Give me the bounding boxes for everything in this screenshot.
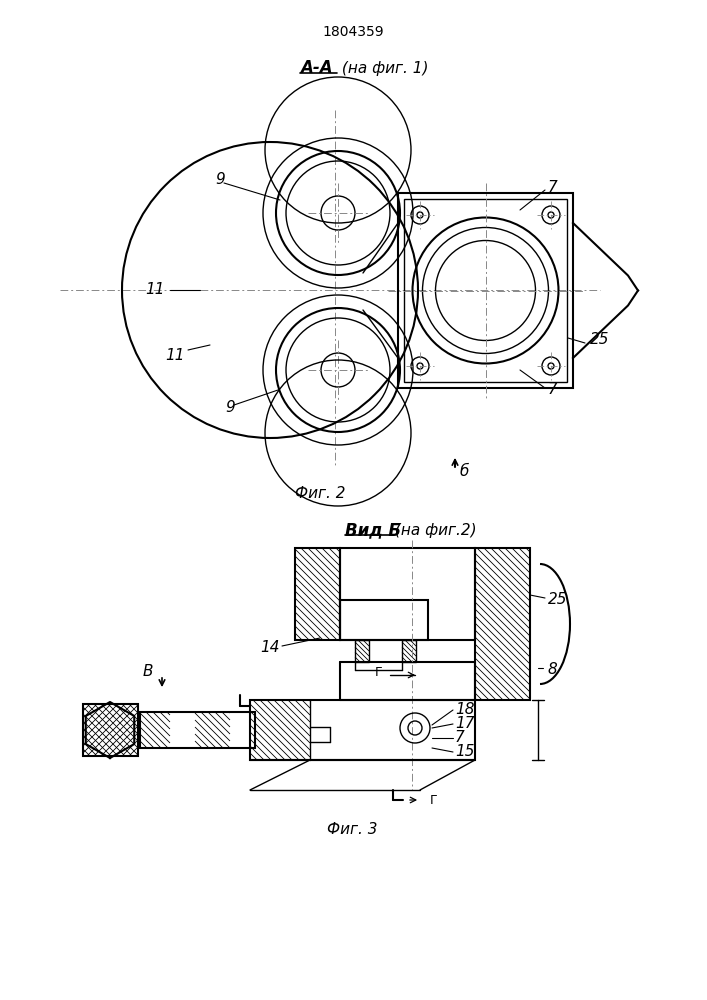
Text: Вид Б: Вид Б (345, 521, 401, 539)
Bar (355, 640, 369, 662)
Text: В: В (143, 664, 153, 680)
Bar (475, 548, 530, 700)
Text: б: б (460, 464, 469, 480)
Text: 8: 8 (548, 662, 558, 678)
Text: A-A: A-A (300, 59, 332, 77)
Text: 25: 25 (548, 592, 568, 607)
Bar (340, 600, 428, 640)
Text: 1804359: 1804359 (322, 25, 384, 39)
Text: 9: 9 (215, 172, 225, 188)
Text: (на фиг.2): (на фиг.2) (390, 522, 477, 538)
Text: 7: 7 (548, 180, 558, 196)
Bar (250, 700, 475, 760)
Text: 11: 11 (165, 348, 185, 362)
Text: 17: 17 (455, 716, 474, 732)
Text: 7: 7 (548, 382, 558, 397)
Bar (404, 199, 567, 382)
Text: 7: 7 (455, 730, 464, 746)
Text: 15: 15 (455, 744, 474, 760)
Text: Фиг. 3: Фиг. 3 (327, 822, 378, 838)
Bar (398, 193, 573, 388)
Text: Г: Г (375, 666, 382, 678)
Bar (340, 548, 475, 640)
Text: 11: 11 (146, 282, 165, 298)
Bar (402, 640, 416, 662)
Text: (на фиг. 1): (на фиг. 1) (337, 60, 428, 76)
Bar (295, 548, 340, 640)
Text: 14: 14 (260, 641, 280, 656)
Bar (140, 712, 255, 748)
Bar (83, 704, 138, 756)
Text: 25: 25 (590, 332, 609, 348)
Text: 9: 9 (225, 400, 235, 416)
Text: Г: Г (430, 794, 438, 806)
Text: 18: 18 (455, 702, 474, 718)
Text: Фиг. 2: Фиг. 2 (295, 487, 345, 502)
